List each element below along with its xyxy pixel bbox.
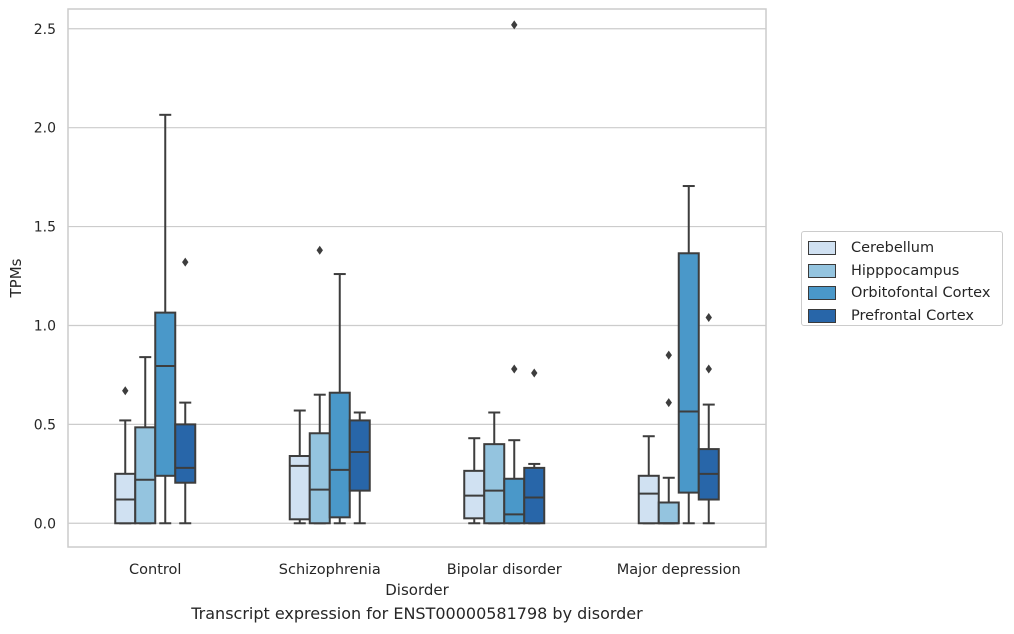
x-tick-label: Schizophrenia — [279, 562, 381, 578]
legend-label: Hipppocampus — [851, 262, 960, 279]
box-group — [503, 20, 526, 525]
outlier-point — [316, 245, 323, 255]
outlier-point — [705, 313, 712, 323]
box-group — [134, 356, 157, 525]
box-group — [328, 273, 351, 525]
box — [483, 443, 506, 525]
legend: Cerebellum Hipppocampus Orbitofontal Cor… — [801, 231, 1003, 326]
outlier-point — [511, 20, 518, 30]
plot-frame — [67, 8, 767, 548]
box-group — [463, 437, 486, 525]
x-tick-label: Major depression — [617, 562, 741, 578]
box — [154, 311, 177, 477]
outlier-point — [531, 368, 538, 378]
outlier-point — [665, 398, 672, 408]
box — [677, 252, 700, 494]
legend-item-hippocampus: Hipppocampus — [808, 260, 1002, 283]
figure-caption: Transcript expression for ENST0000058179… — [191, 604, 643, 623]
y-tick-label: 0.0 — [34, 516, 56, 532]
legend-label: Cerebellum — [851, 240, 935, 257]
box — [174, 423, 197, 484]
box-group — [348, 411, 371, 525]
y-tick-label: 2.5 — [34, 22, 56, 38]
box — [523, 466, 546, 525]
legend-label: Orbitofontal Cortex — [851, 285, 991, 302]
outlier-point — [511, 364, 518, 374]
box — [134, 426, 157, 525]
x-axis-label: Disorder — [385, 581, 449, 599]
box — [637, 474, 660, 525]
outlier-point — [705, 364, 712, 374]
x-tick-label: Bipolar disorder — [447, 562, 562, 578]
y-tick-label: 1.5 — [34, 220, 56, 236]
legend-item-prefrontal: Prefrontal Cortex — [808, 305, 1002, 328]
box — [503, 477, 526, 525]
box-group — [657, 350, 680, 525]
box-group — [697, 313, 720, 525]
legend-label: Prefrontal Cortex — [851, 307, 974, 324]
box-group — [174, 257, 197, 525]
x-tick-label: Control — [129, 562, 181, 578]
y-tick-label: 0.5 — [34, 417, 56, 433]
box-group — [288, 409, 311, 525]
box-group — [308, 245, 331, 525]
y-tick-label: 1.0 — [34, 318, 56, 334]
outlier-point — [665, 350, 672, 360]
y-tick-label: 2.0 — [34, 121, 56, 137]
box-group — [677, 185, 700, 525]
box-group — [523, 368, 546, 525]
legend-swatch — [808, 308, 836, 323]
legend-swatch — [808, 241, 836, 256]
outlier-point — [182, 257, 189, 267]
x-tick-labels: Control Schizophrenia Bipolar disorder Majo… — [129, 562, 741, 578]
y-axis-label: TPMs — [7, 258, 25, 298]
legend-swatch — [808, 286, 836, 301]
legend-swatch — [808, 263, 836, 278]
box-group — [637, 435, 660, 525]
box — [348, 419, 371, 492]
box-group — [154, 113, 177, 525]
legend-item-cerebellum: Cerebellum — [808, 237, 1002, 260]
legend-item-orbitofrontal: Orbitofontal Cortex — [808, 282, 1002, 305]
box-group — [483, 411, 506, 525]
outlier-point — [122, 386, 129, 396]
box — [308, 432, 331, 525]
y-tick-labels: 0.0 0.5 1.0 1.5 2.0 2.5 — [34, 22, 56, 532]
box — [657, 501, 680, 525]
box-group — [114, 386, 137, 525]
boxes — [114, 20, 720, 525]
box — [328, 391, 351, 519]
